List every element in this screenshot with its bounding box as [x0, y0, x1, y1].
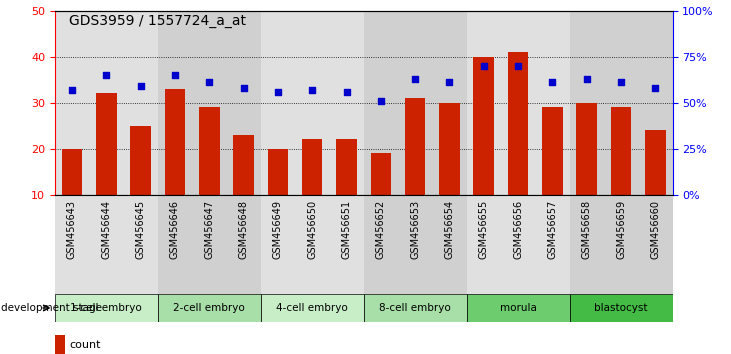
Bar: [466, 195, 569, 294]
Text: GSM456660: GSM456660: [651, 200, 660, 259]
Bar: [363, 195, 466, 294]
Point: [444, 80, 455, 85]
Bar: [55, 335, 65, 354]
Bar: [302, 139, 322, 195]
Bar: [268, 149, 288, 195]
Bar: [158, 294, 261, 322]
Bar: [261, 294, 363, 322]
Point: [375, 98, 387, 104]
Text: 1-cell embryo: 1-cell embryo: [70, 303, 142, 313]
Text: GSM456646: GSM456646: [170, 200, 180, 259]
Bar: [371, 153, 391, 195]
Text: GDS3959 / 1557724_a_at: GDS3959 / 1557724_a_at: [69, 14, 246, 28]
Bar: [96, 93, 116, 195]
Bar: [363, 11, 466, 195]
Bar: [610, 107, 632, 195]
Text: GSM456656: GSM456656: [513, 200, 523, 259]
Text: development stage: development stage: [1, 303, 102, 313]
Bar: [466, 11, 569, 195]
Bar: [199, 107, 219, 195]
Point: [66, 87, 77, 93]
Bar: [233, 135, 254, 195]
Text: GSM456658: GSM456658: [582, 200, 591, 259]
Bar: [158, 195, 261, 294]
Bar: [55, 11, 158, 195]
Point: [409, 76, 421, 81]
Text: GSM456648: GSM456648: [238, 200, 249, 259]
Text: 2-cell embryo: 2-cell embryo: [173, 303, 245, 313]
Point: [238, 85, 249, 91]
Text: GSM456645: GSM456645: [136, 200, 145, 259]
Bar: [569, 11, 673, 195]
Text: morula: morula: [500, 303, 537, 313]
Bar: [577, 103, 597, 195]
Bar: [542, 107, 563, 195]
Text: count: count: [69, 340, 101, 350]
Bar: [363, 294, 466, 322]
Point: [169, 72, 181, 78]
Bar: [61, 149, 83, 195]
Point: [547, 80, 558, 85]
Bar: [164, 89, 185, 195]
Text: GSM456649: GSM456649: [273, 200, 283, 259]
Text: GSM456654: GSM456654: [444, 200, 455, 259]
Bar: [261, 11, 363, 195]
Point: [135, 83, 146, 89]
Point: [616, 80, 627, 85]
Bar: [261, 195, 363, 294]
Text: GSM456659: GSM456659: [616, 200, 626, 259]
Text: GSM456652: GSM456652: [376, 200, 386, 259]
Point: [581, 76, 593, 81]
Bar: [508, 52, 529, 195]
Text: GSM456643: GSM456643: [67, 200, 77, 259]
Text: GSM456647: GSM456647: [204, 200, 214, 259]
Text: 4-cell embryo: 4-cell embryo: [276, 303, 348, 313]
Bar: [645, 130, 666, 195]
Text: 8-cell embryo: 8-cell embryo: [379, 303, 451, 313]
Point: [478, 63, 490, 69]
Point: [341, 89, 352, 95]
Point: [100, 72, 112, 78]
Bar: [569, 195, 673, 294]
Bar: [55, 294, 158, 322]
Text: GSM456657: GSM456657: [548, 200, 558, 259]
Point: [272, 89, 284, 95]
Bar: [55, 195, 158, 294]
Text: GSM456650: GSM456650: [307, 200, 317, 259]
Bar: [466, 294, 569, 322]
Point: [203, 80, 215, 85]
Text: GSM456655: GSM456655: [479, 200, 489, 259]
Bar: [158, 11, 261, 195]
Bar: [405, 98, 425, 195]
Point: [306, 87, 318, 93]
Text: blastocyst: blastocyst: [594, 303, 648, 313]
Point: [650, 85, 662, 91]
Bar: [336, 139, 357, 195]
Text: GSM456651: GSM456651: [341, 200, 352, 259]
Bar: [130, 126, 151, 195]
Text: GSM456644: GSM456644: [102, 200, 111, 259]
Bar: [474, 57, 494, 195]
Point: [512, 63, 524, 69]
Text: GSM456653: GSM456653: [410, 200, 420, 259]
Bar: [439, 103, 460, 195]
Bar: [569, 294, 673, 322]
